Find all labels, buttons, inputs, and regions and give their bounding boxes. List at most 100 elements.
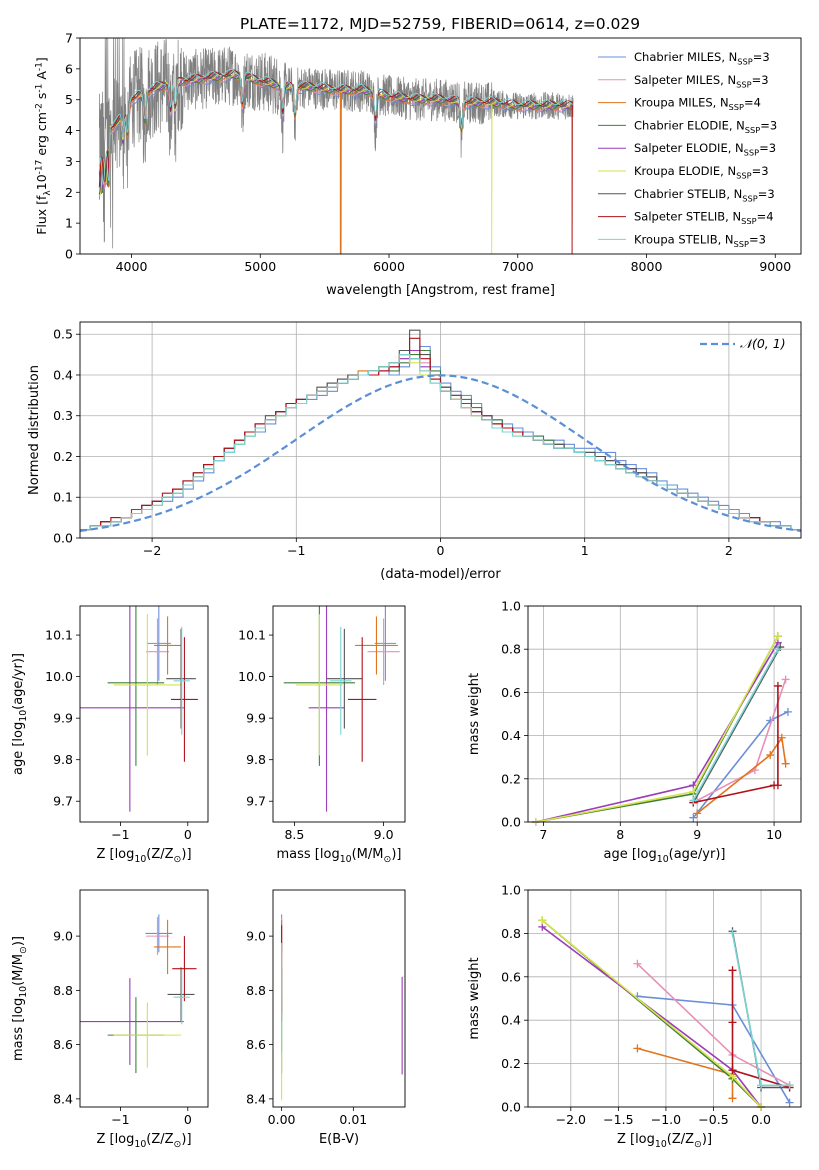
y-axis-label-part: erg cm xyxy=(34,112,49,160)
panel-ebv_mass: 0.00 0.01 8.4 8.6 8.8 9.0 E(B-V) xyxy=(246,889,406,1147)
x-axis-label-part: (M/M xyxy=(352,847,384,862)
y-tick-label: 4 xyxy=(65,123,73,138)
mass-weight-marker xyxy=(633,959,642,968)
x-axis-label-part: )] xyxy=(391,847,401,862)
legend-label-part: SSP xyxy=(734,239,749,249)
x-tick-label: 8 xyxy=(616,827,624,842)
x-tick-label: 4000 xyxy=(116,259,148,274)
mass-weight-marker xyxy=(773,681,782,690)
x-tick-label: 0.01 xyxy=(339,1112,367,1127)
x-axis-label: Z [log10(Z/Z⊙)] xyxy=(617,1132,712,1150)
y-axis-label-part: mass [log xyxy=(11,998,26,1061)
x-tick-label: 0 xyxy=(184,1112,192,1127)
x-tick-label: 2 xyxy=(725,543,733,558)
y-tick-label: 8.8 xyxy=(246,983,266,998)
legend-label-part: =4 xyxy=(757,210,774,224)
legend-label: Salpeter ELODIE, NSSP=3 xyxy=(634,141,776,157)
mass-weight-marker xyxy=(781,759,790,768)
x-tick-label: 6000 xyxy=(373,259,405,274)
y-axis-label-part: age [log xyxy=(11,722,26,775)
y-tick-label: 10.0 xyxy=(238,669,266,684)
errorbar-point xyxy=(166,628,196,729)
x-tick-label: 9 xyxy=(693,827,701,842)
legend-label: 𝒩(0, 1) xyxy=(740,336,786,351)
y-tick-label: 9.9 xyxy=(246,711,266,726)
y-tick-label: 8.6 xyxy=(53,1037,73,1052)
y-axis-label-part: ] xyxy=(34,57,49,62)
legend-label-part: SSP xyxy=(737,56,752,66)
y-tick-label: 1 xyxy=(65,216,73,231)
figure-title: PLATE=1172, MJD=52759, FIBERID=0614, z=0… xyxy=(240,15,640,33)
x-axis-label: age [log10(age/yr)] xyxy=(604,847,726,865)
mass-weight-line xyxy=(541,926,762,1107)
y-tick-label: 7 xyxy=(65,31,73,46)
errorbar-point xyxy=(154,919,182,975)
x-axis-label-part: )] xyxy=(181,1132,191,1147)
y-axis-label-part: (M/M xyxy=(11,954,26,986)
y-tick-label: 9.8 xyxy=(53,752,73,767)
axes-frame xyxy=(272,889,406,1108)
y-axis-label-part: 10 xyxy=(34,174,49,190)
mass-weight-line xyxy=(731,970,790,1089)
mass-weight-marker xyxy=(689,813,698,822)
y-tick-label: 9.7 xyxy=(53,794,73,809)
panel-z_age: −1 09.79.89.910.010.1Z [log10(Z/Z⊙)]age [… xyxy=(11,605,209,865)
x-tick-label: 9.0 xyxy=(374,827,394,842)
legend-label-part: Chabrier MILES, N xyxy=(634,50,737,64)
x-tick-label: 9000 xyxy=(759,259,791,274)
legend-label-part: =3 xyxy=(758,187,775,201)
mass-weight-marker xyxy=(785,1081,794,1090)
legend-label-part: =3 xyxy=(760,118,777,132)
panel-mass_age: 8.5 9.0 9.7 9.8 9.9 10.0 10.1 mass [log10(M/M⊙)… xyxy=(238,605,406,865)
y-axis-label-part: (age/yr)] xyxy=(11,653,26,710)
x-axis-label-part: 10 xyxy=(134,1139,146,1150)
mass-weight-marker xyxy=(689,796,698,805)
errorbar-point xyxy=(326,628,363,729)
x-axis-label-part: ⊙ xyxy=(174,854,182,865)
x-tick-label: 0 xyxy=(437,543,445,558)
y-tick-label: 8.6 xyxy=(246,1037,266,1052)
legend-label-part: SSP xyxy=(745,125,760,135)
y-axis-label-part: A xyxy=(34,71,49,84)
model-spectrum-line xyxy=(98,69,574,254)
panel-z_weight: −2.0 −1.5 −1.0 −0.5 0.0 0.0 0.2 0.4 0.6 0.8 1.0 Z [… xyxy=(467,883,802,1150)
y-tick-label: 8.4 xyxy=(246,1091,266,1106)
errorbar-point xyxy=(367,618,400,685)
y-tick-label: 0.4 xyxy=(501,1013,521,1028)
mass-weight-line xyxy=(637,1047,734,1099)
legend-label-part: SSP xyxy=(736,79,751,89)
errorbar-point xyxy=(113,1002,182,1068)
y-tick-label: 0.0 xyxy=(501,1100,521,1115)
axes-frame xyxy=(79,889,209,1108)
mass-weight-line xyxy=(696,679,787,802)
mass-weight-line xyxy=(692,648,779,801)
y-tick-label: 10.1 xyxy=(45,628,73,643)
x-axis-label: Z [log10(Z/Z⊙)] xyxy=(96,1132,191,1150)
legend-label-part: SSP xyxy=(729,102,744,112)
legend-label-part: =3 xyxy=(753,50,770,64)
normal-distribution-curve xyxy=(80,374,801,532)
errorbar-point xyxy=(170,637,198,762)
legend-label-part: =3 xyxy=(749,232,766,246)
y-tick-label: 0.0 xyxy=(53,531,73,546)
mass-weight-marker xyxy=(773,645,782,654)
y-axis-label-part: )] xyxy=(11,936,26,946)
panel-residuals: −2 −1 0 1 2 0.0 0.1 0.2 0.3 0.4 0.5 𝒩(0, 1) (data-mo… xyxy=(27,321,802,582)
legend-label-part: Salpeter MILES, N xyxy=(634,73,736,87)
y-axis-label: age [log10(age/yr)] xyxy=(11,653,29,775)
y-tick-label: 0.2 xyxy=(53,449,73,464)
y-tick-label: 1.0 xyxy=(501,599,521,614)
errorbar-point xyxy=(80,606,184,812)
y-tick-label: 9.7 xyxy=(246,794,266,809)
errorbar-point xyxy=(146,606,171,681)
axes-frame xyxy=(79,605,209,823)
errorbar-point xyxy=(146,618,169,685)
x-axis-label: E(B-V) xyxy=(319,1132,359,1147)
x-tick-label: 5000 xyxy=(244,259,276,274)
y-axis-label-part: -1 xyxy=(34,62,44,71)
mass-weight-marker xyxy=(773,781,782,790)
mass-weight-marker xyxy=(689,787,698,796)
legend-label-part: =3 xyxy=(752,73,769,87)
x-axis-label-part: (Z/Z xyxy=(146,847,173,862)
